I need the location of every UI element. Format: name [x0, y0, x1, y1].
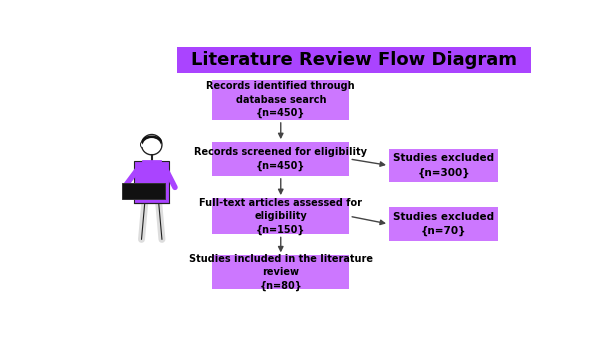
FancyBboxPatch shape	[212, 198, 349, 235]
Ellipse shape	[143, 138, 161, 153]
Text: Records screened for eligibility
{n=450}: Records screened for eligibility {n=450}	[194, 147, 367, 171]
FancyBboxPatch shape	[389, 149, 498, 183]
FancyBboxPatch shape	[134, 161, 169, 203]
Text: Studies excluded
{n=70}: Studies excluded {n=70}	[393, 212, 494, 236]
FancyBboxPatch shape	[212, 255, 349, 289]
FancyBboxPatch shape	[212, 142, 349, 176]
Text: Literature Review Flow Diagram: Literature Review Flow Diagram	[191, 51, 517, 69]
Ellipse shape	[142, 135, 162, 155]
Text: Studies included in the literature
review
{n=80}: Studies included in the literature revie…	[189, 254, 373, 291]
Ellipse shape	[142, 136, 162, 148]
FancyBboxPatch shape	[178, 47, 531, 73]
Text: Studies excluded
{n=300}: Studies excluded {n=300}	[393, 153, 494, 177]
FancyBboxPatch shape	[212, 80, 349, 120]
FancyBboxPatch shape	[122, 183, 165, 198]
Text: Full-text articles assessed for
eligibility
{n=150}: Full-text articles assessed for eligibil…	[199, 198, 362, 235]
FancyBboxPatch shape	[389, 207, 498, 241]
Ellipse shape	[140, 142, 145, 148]
Text: Records identified through
database search
{n=450}: Records identified through database sear…	[206, 81, 355, 118]
